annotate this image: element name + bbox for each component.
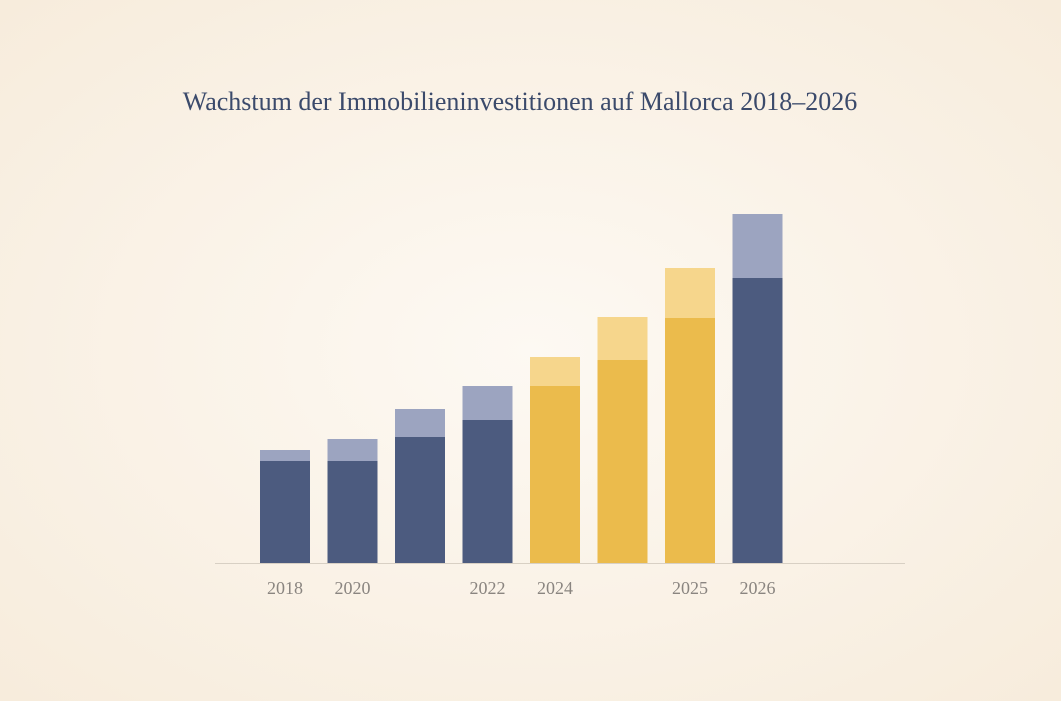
- bar-segment: [327, 439, 378, 461]
- bar-segment: [260, 461, 310, 563]
- bar-segment: [327, 461, 378, 563]
- x-tick-label: 2024: [537, 578, 573, 598]
- bar-segment: [530, 357, 580, 386]
- bar-segment: [260, 450, 310, 461]
- bar-segment: [395, 409, 445, 437]
- x-tick-label: 2022: [470, 578, 506, 598]
- bar-segment: [462, 386, 513, 420]
- bar-segment: [462, 420, 513, 563]
- x-tick-label: 2026: [740, 578, 776, 598]
- chart-title: Wachstum der Immobilieninvestitionen auf…: [183, 87, 857, 116]
- bar-segment: [597, 317, 648, 360]
- bar-segment: [732, 214, 783, 278]
- x-tick-label: 2020: [335, 578, 371, 598]
- bar-segment: [665, 268, 715, 318]
- bar-segment: [530, 386, 580, 563]
- bar-segment: [395, 437, 445, 563]
- bar-segment: [732, 278, 783, 563]
- x-tick-label: 2025: [672, 578, 708, 598]
- bar-segment: [665, 318, 715, 563]
- x-tick-label: 2018: [267, 578, 303, 598]
- bar-segment: [597, 360, 648, 563]
